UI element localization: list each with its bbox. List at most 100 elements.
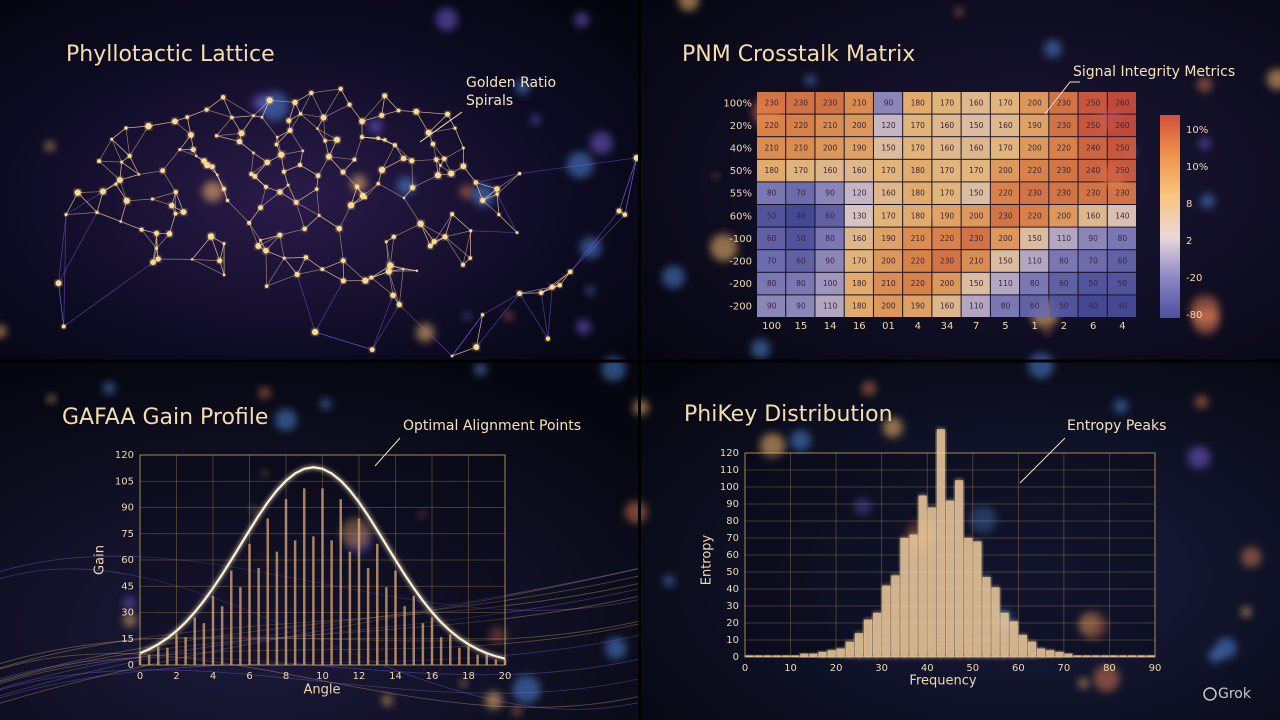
cell-label: 90 xyxy=(825,257,835,266)
heatmap-cell xyxy=(844,250,873,272)
y-tick-label: 60 xyxy=(726,550,739,561)
cell-label: 150 xyxy=(998,257,1013,266)
cell-label: 60 xyxy=(1059,279,1069,288)
cell-label: 220 xyxy=(911,279,926,288)
heatmap-cell xyxy=(844,92,873,114)
lattice-edge xyxy=(141,229,157,234)
lattice-edge xyxy=(371,265,391,278)
y-axis-label: Entropy xyxy=(700,534,715,585)
lattice-node xyxy=(123,197,130,204)
lattice-edge xyxy=(239,141,254,154)
lattice-edge xyxy=(482,293,520,316)
colorbar-label: 10% xyxy=(1186,162,1208,173)
heatmap-cell xyxy=(786,250,815,272)
x-tick-label: 100 xyxy=(762,321,781,332)
heatmap-cell xyxy=(1107,227,1136,250)
cell-label: 200 xyxy=(1057,211,1072,220)
cell-label: 210 xyxy=(852,98,867,107)
annotation-box: Golden Ratio Spirals xyxy=(466,75,556,109)
lattice-edge xyxy=(314,280,344,333)
histogram-bar xyxy=(1119,655,1128,657)
lattice-node xyxy=(293,199,299,205)
heatmap-cell xyxy=(757,114,786,137)
lattice-edge xyxy=(428,127,456,134)
y-tick-label: 20 xyxy=(726,618,739,629)
histogram-bar xyxy=(791,655,800,657)
x-tick-label: 30 xyxy=(875,663,888,674)
cell-label: 170 xyxy=(998,98,1013,107)
lattice-edge xyxy=(394,144,413,162)
cell-label: 260 xyxy=(1115,98,1130,107)
cell-label: 170 xyxy=(881,211,896,220)
heatmap-cell xyxy=(990,295,1020,317)
lattice-edge xyxy=(162,149,180,171)
histogram-bar xyxy=(800,653,809,657)
heatmap-cell xyxy=(757,272,786,295)
x-tick-label: 01 xyxy=(882,321,895,332)
lattice-node xyxy=(214,134,219,138)
lattice-node xyxy=(469,229,473,233)
lattice-node xyxy=(110,137,114,141)
lattice-node xyxy=(347,102,352,107)
bokeh xyxy=(274,408,297,431)
heatmap-cell xyxy=(844,205,873,227)
heatmap-cell xyxy=(932,182,961,204)
x-tick-label: 20 xyxy=(830,663,843,674)
panel-bg xyxy=(0,0,640,360)
bokeh xyxy=(969,506,997,533)
cell-label: 200 xyxy=(852,121,867,130)
bokeh xyxy=(861,381,877,396)
panel-title: PNM Crosstalk Matrix xyxy=(682,42,915,67)
heatmap-cell xyxy=(786,205,815,227)
watermark: Grok xyxy=(1218,686,1252,702)
lattice-edge xyxy=(496,193,518,233)
heatmap-cell xyxy=(990,159,1020,182)
lattice-edge xyxy=(265,250,285,259)
lattice-node xyxy=(155,256,161,262)
cell-label: 190 xyxy=(940,211,955,220)
lattice-edge xyxy=(77,192,98,213)
colorbar xyxy=(1160,115,1180,318)
lattice-node xyxy=(292,99,298,106)
watermark-icon xyxy=(1203,687,1217,701)
lattice-edge xyxy=(393,223,421,238)
cell-label: 70 xyxy=(767,257,777,266)
bokeh xyxy=(512,705,522,716)
lattice-edge xyxy=(119,179,128,201)
heatmap-cell xyxy=(903,250,932,272)
lattice-node xyxy=(160,168,166,174)
histogram-bar xyxy=(781,655,791,657)
cell-label: 60 xyxy=(767,234,777,243)
heatmap-cell xyxy=(961,272,990,295)
lattice-node xyxy=(274,142,279,147)
lattice-node xyxy=(252,114,255,118)
lattice-node xyxy=(369,347,375,353)
cell-label: 160 xyxy=(881,189,896,198)
heatmap-cell xyxy=(873,114,903,137)
lattice-edge xyxy=(219,243,225,261)
lattice-node xyxy=(207,233,215,240)
cell-label: 180 xyxy=(911,166,926,175)
lattice-edge xyxy=(361,115,382,122)
lattice-node xyxy=(315,173,321,179)
lattice-edge xyxy=(283,257,298,275)
cell-label: 160 xyxy=(969,144,984,153)
colorbar-label: -20 xyxy=(1186,273,1202,284)
heatmap-cell xyxy=(1078,295,1107,317)
lattice-edge xyxy=(433,213,453,242)
lattice-edge xyxy=(138,170,163,175)
bokeh xyxy=(882,417,903,438)
y-tick-label: 60% xyxy=(730,211,752,222)
cell-label: 160 xyxy=(940,121,955,130)
bokeh xyxy=(804,74,816,86)
heatmap-cell xyxy=(815,114,844,137)
histogram-bar xyxy=(873,612,882,657)
histogram-bar xyxy=(1055,651,1064,657)
panel-title: PhiKey Distribution xyxy=(684,402,893,427)
lattice-node xyxy=(178,148,182,152)
lattice-node xyxy=(384,240,388,244)
colorbar-label: 2 xyxy=(1186,236,1192,247)
x-tick-label: 18 xyxy=(462,671,475,682)
lattice-edge xyxy=(420,223,446,238)
lattice-edge xyxy=(444,236,464,265)
